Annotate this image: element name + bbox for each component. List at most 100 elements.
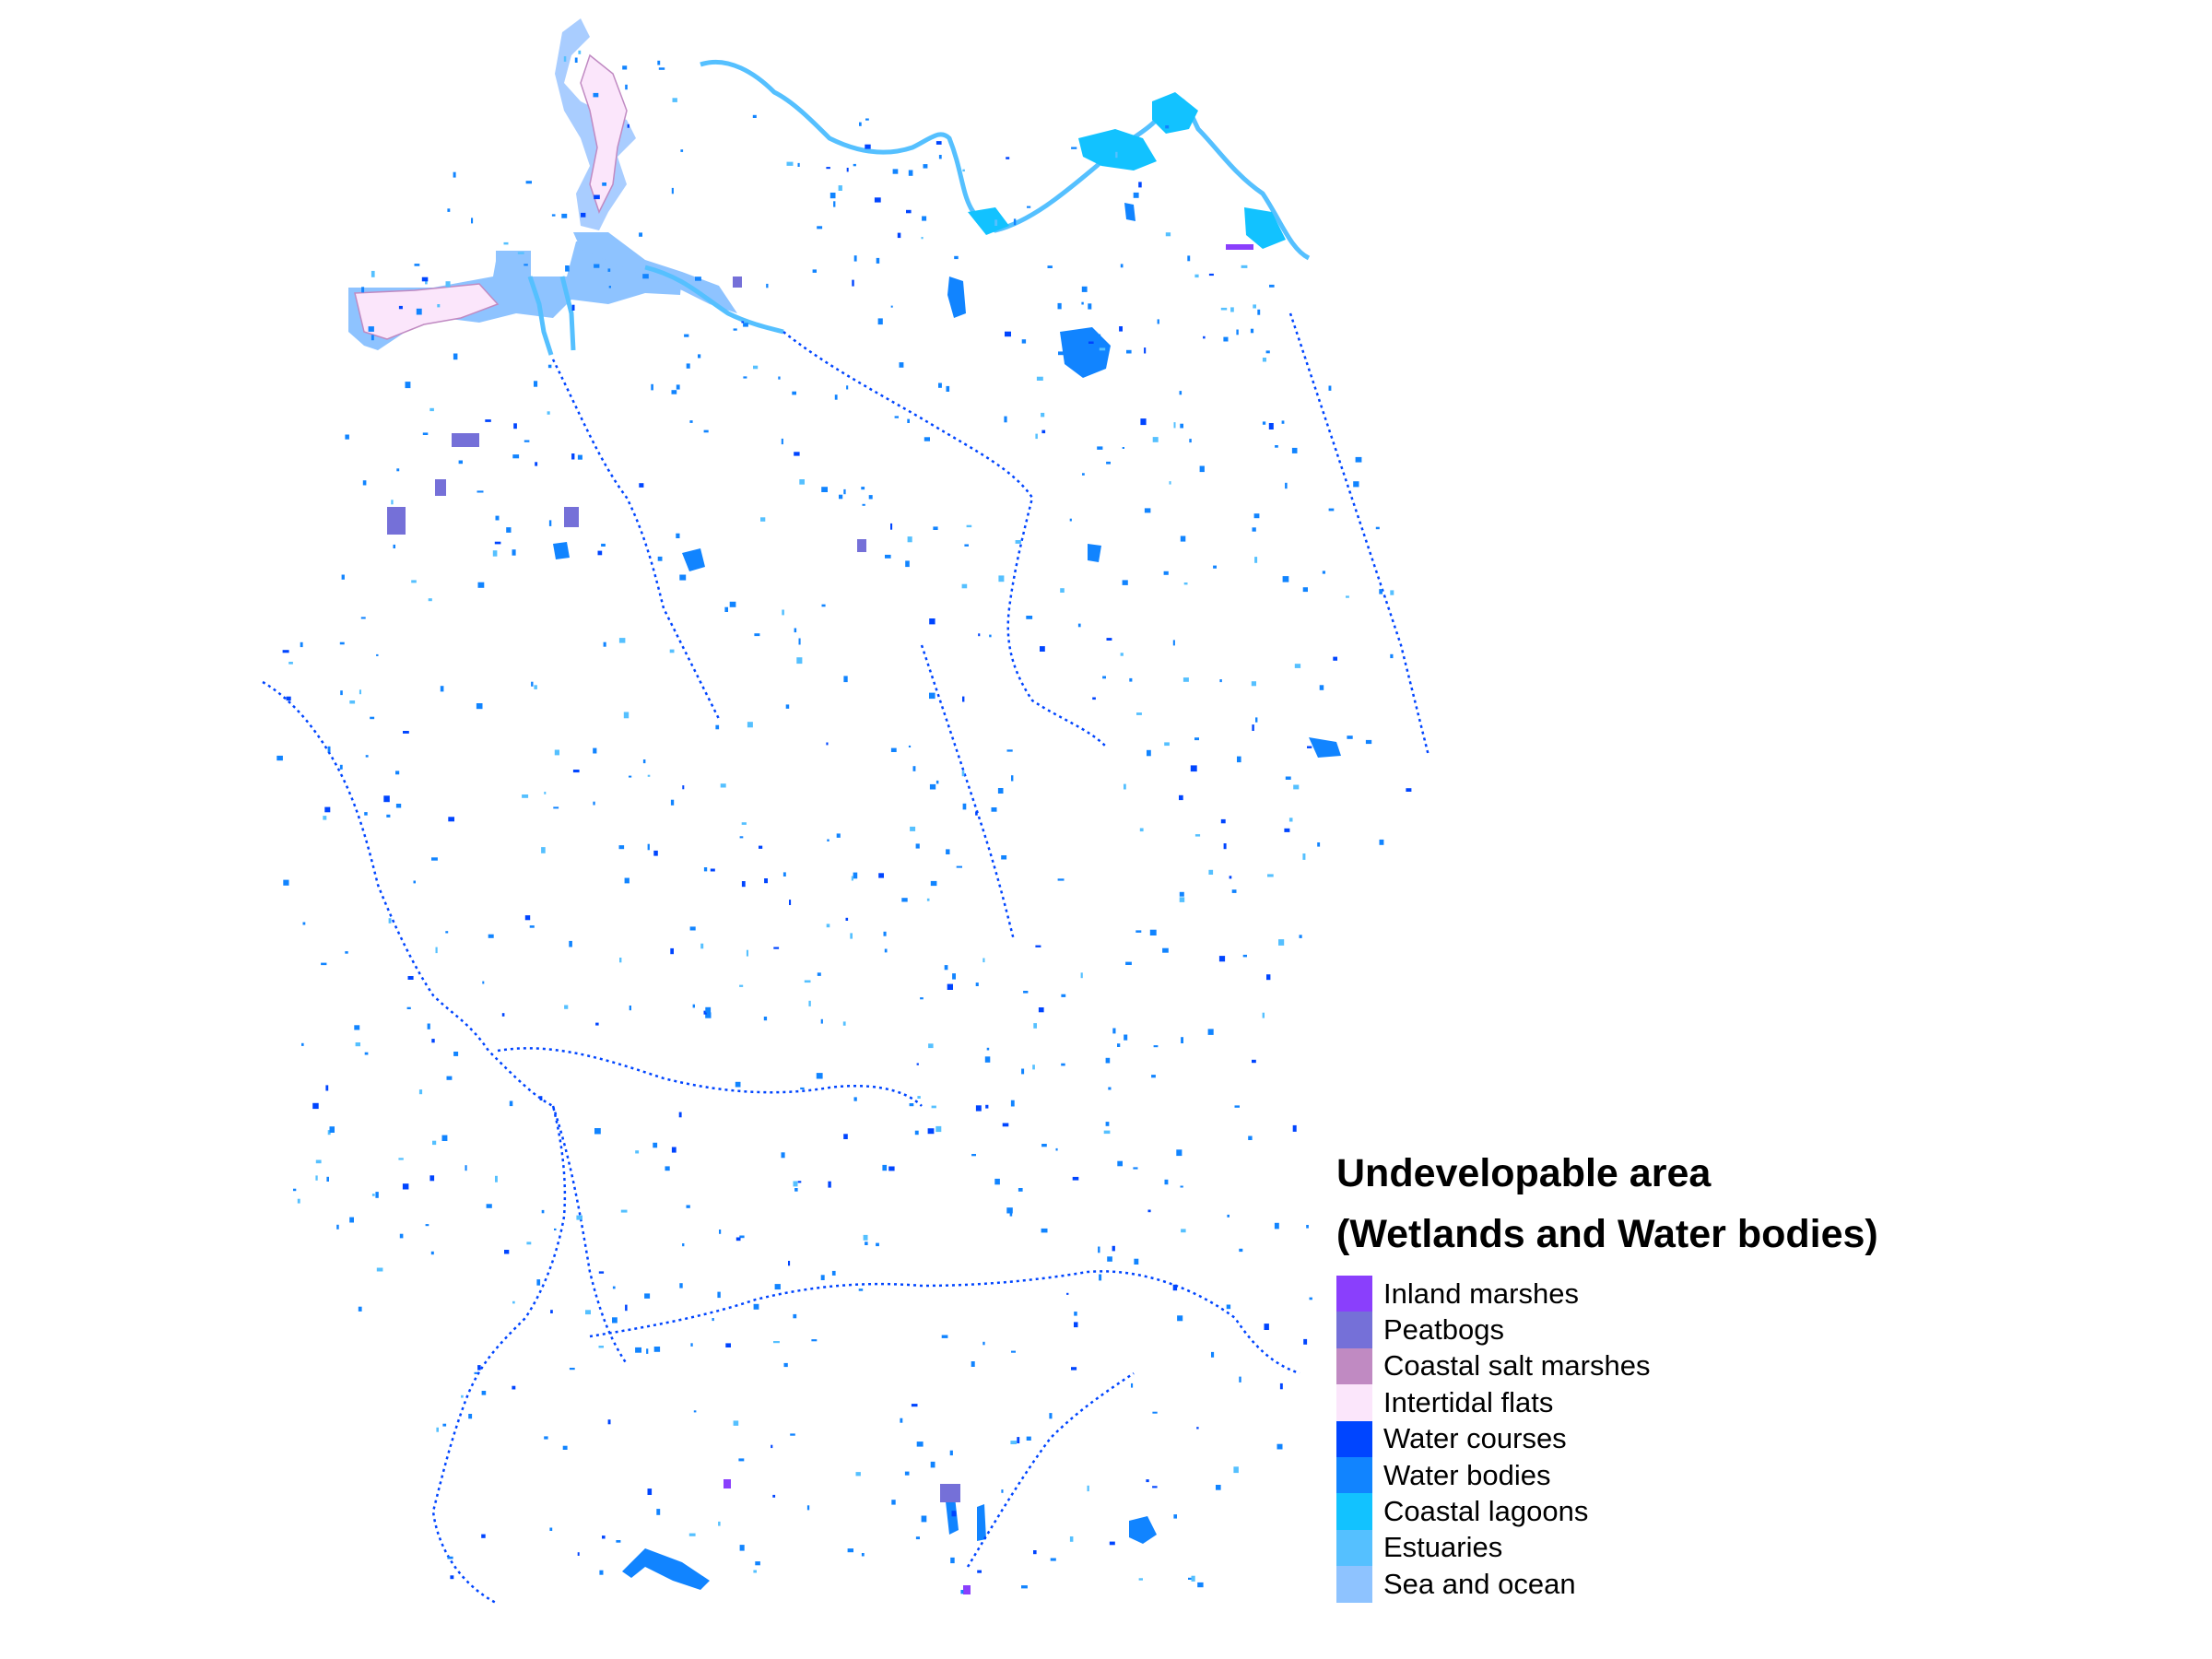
water-speck	[894, 416, 899, 418]
water-speck	[797, 162, 800, 167]
water-speck	[476, 703, 483, 710]
water-speck	[1237, 756, 1241, 763]
water-speck	[962, 803, 967, 810]
water-speck	[1153, 1045, 1159, 1048]
water-speck	[1264, 1324, 1269, 1330]
legend-swatch	[1336, 1420, 1372, 1457]
water-speck	[793, 1313, 797, 1319]
water-speck	[453, 171, 456, 178]
water-speck	[1190, 765, 1197, 772]
water-speck	[853, 255, 857, 262]
water-speck	[354, 1025, 360, 1030]
legend-label: Water bodies	[1383, 1458, 1551, 1491]
water-speck	[752, 114, 757, 118]
water-speck	[852, 279, 854, 287]
water-speck	[839, 494, 843, 500]
water-speck	[682, 1243, 685, 1247]
isar-river	[966, 1371, 1135, 1568]
water-speck	[447, 1556, 453, 1559]
water-speck	[383, 795, 390, 803]
water-speck	[1058, 351, 1065, 356]
water-speck	[1284, 828, 1290, 832]
water-speck	[949, 1450, 953, 1456]
intertidal-flats	[354, 53, 628, 340]
water-speck	[671, 187, 674, 194]
water-speck	[639, 483, 644, 488]
water-speck	[431, 857, 438, 861]
water-speck	[1011, 1350, 1016, 1353]
water-speck	[323, 816, 327, 820]
water-speck	[371, 335, 374, 341]
water-speck	[581, 212, 586, 218]
lake-steinhude	[553, 542, 570, 559]
water-speck	[399, 1233, 404, 1239]
water-speck	[975, 982, 979, 986]
water-speck	[529, 925, 535, 928]
water-speck	[826, 742, 829, 746]
water-speck	[1227, 1214, 1230, 1218]
water-speck	[920, 997, 924, 1000]
water-speck	[678, 1112, 682, 1118]
water-speck	[688, 1533, 696, 1536]
water-speck	[1001, 855, 1007, 860]
lake-brandenburg	[1088, 544, 1101, 562]
water-speck	[933, 526, 938, 530]
peatbogs	[387, 276, 960, 1502]
water-speck	[1117, 1043, 1121, 1047]
water-speck	[513, 423, 517, 429]
water-speck	[929, 783, 936, 790]
water-speck	[853, 163, 856, 167]
water-speck	[833, 201, 836, 207]
water-speck	[1122, 447, 1124, 449]
water-speck	[512, 549, 516, 556]
water-speck	[1294, 664, 1301, 668]
water-speck	[432, 1140, 437, 1146]
water-speck	[524, 915, 531, 921]
water-speck	[908, 170, 913, 176]
water-speck	[753, 365, 759, 370]
water-speck	[914, 1130, 919, 1135]
water-speck	[946, 385, 950, 392]
water-speck	[1180, 535, 1186, 542]
water-speck	[1124, 1034, 1128, 1041]
water-speck	[1307, 746, 1312, 748]
water-speck	[1322, 571, 1325, 574]
water-speck	[1250, 328, 1254, 334]
water-speck	[647, 1488, 653, 1495]
water-speck	[788, 1261, 791, 1266]
water-speck	[746, 949, 748, 957]
lake-schwerin	[947, 276, 966, 318]
water-speck	[436, 1427, 439, 1432]
water-speck	[781, 438, 783, 445]
lake-lausitz	[1309, 737, 1341, 758]
water-speck	[551, 214, 556, 217]
water-speck	[431, 1039, 435, 1043]
water-speck	[1107, 1256, 1112, 1262]
water-speck	[554, 749, 559, 756]
water-speck	[876, 257, 880, 264]
water-speck	[695, 276, 701, 281]
water-speck	[1018, 1188, 1023, 1192]
water-speck	[1306, 1225, 1309, 1229]
water-speck	[646, 1348, 649, 1354]
water-speck	[753, 1303, 759, 1310]
water-speck	[1074, 1312, 1077, 1316]
water-speck	[1133, 192, 1139, 198]
water-speck	[1355, 456, 1362, 463]
water-speck	[1179, 794, 1183, 801]
water-speck	[1328, 385, 1332, 391]
water-speck	[495, 515, 500, 521]
water-speck	[453, 353, 458, 360]
water-speck	[482, 981, 485, 984]
water-speck	[321, 962, 327, 966]
water-speck	[393, 544, 395, 548]
water-speck	[1309, 1297, 1312, 1300]
water-speck	[1303, 1338, 1308, 1345]
water-speck	[941, 1335, 948, 1338]
water-speck	[435, 947, 438, 954]
water-speck	[1252, 527, 1256, 532]
water-speck	[635, 1150, 640, 1154]
water-speck	[843, 676, 848, 683]
water-speck	[647, 774, 651, 777]
water-speck	[834, 394, 838, 400]
